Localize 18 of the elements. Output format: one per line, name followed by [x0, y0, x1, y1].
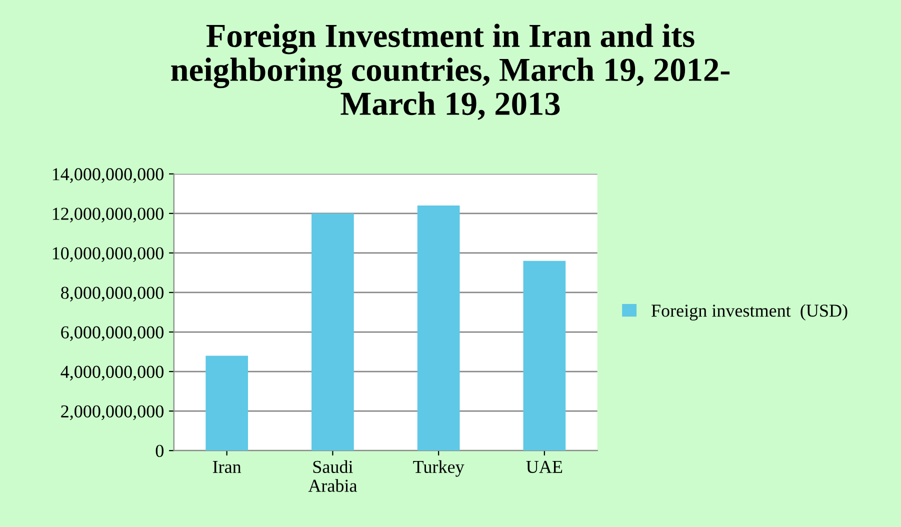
legend-label: Foreign investment (USD) — [651, 304, 848, 321]
y-tick-label: 4,000,000,000 — [60, 366, 164, 381]
y-tick-label: 2,000,000,000 — [61, 405, 164, 420]
y-tick-label: 14,000,000,000 — [52, 168, 164, 183]
x-tick-label: Saudi Arabia — [308, 460, 358, 492]
chart-title: Foreign Investment in Iran and its neighboring countries, March 19, 2012- March 19, 2013 — [171, 24, 730, 120]
x-tick-label: UAE — [526, 460, 562, 474]
x-tick-label: Turkey — [413, 460, 464, 477]
y-tick-label: 6,000,000,000 — [61, 326, 164, 342]
y-tick-label: 12,000,000,000 — [52, 208, 164, 222]
x-tick-label: Iran — [212, 461, 242, 474]
bar — [312, 213, 354, 451]
y-tick-label: 10,000,000,000 — [52, 247, 164, 262]
bar — [206, 356, 248, 451]
bar — [523, 260, 566, 451]
y-tick-label: 8,000,000,000 — [61, 286, 164, 302]
y-tick-label: 0 — [156, 444, 164, 458]
bar — [417, 206, 460, 451]
